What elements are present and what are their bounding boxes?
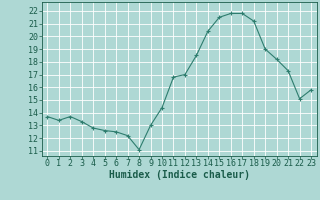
X-axis label: Humidex (Indice chaleur): Humidex (Indice chaleur) [109,170,250,180]
